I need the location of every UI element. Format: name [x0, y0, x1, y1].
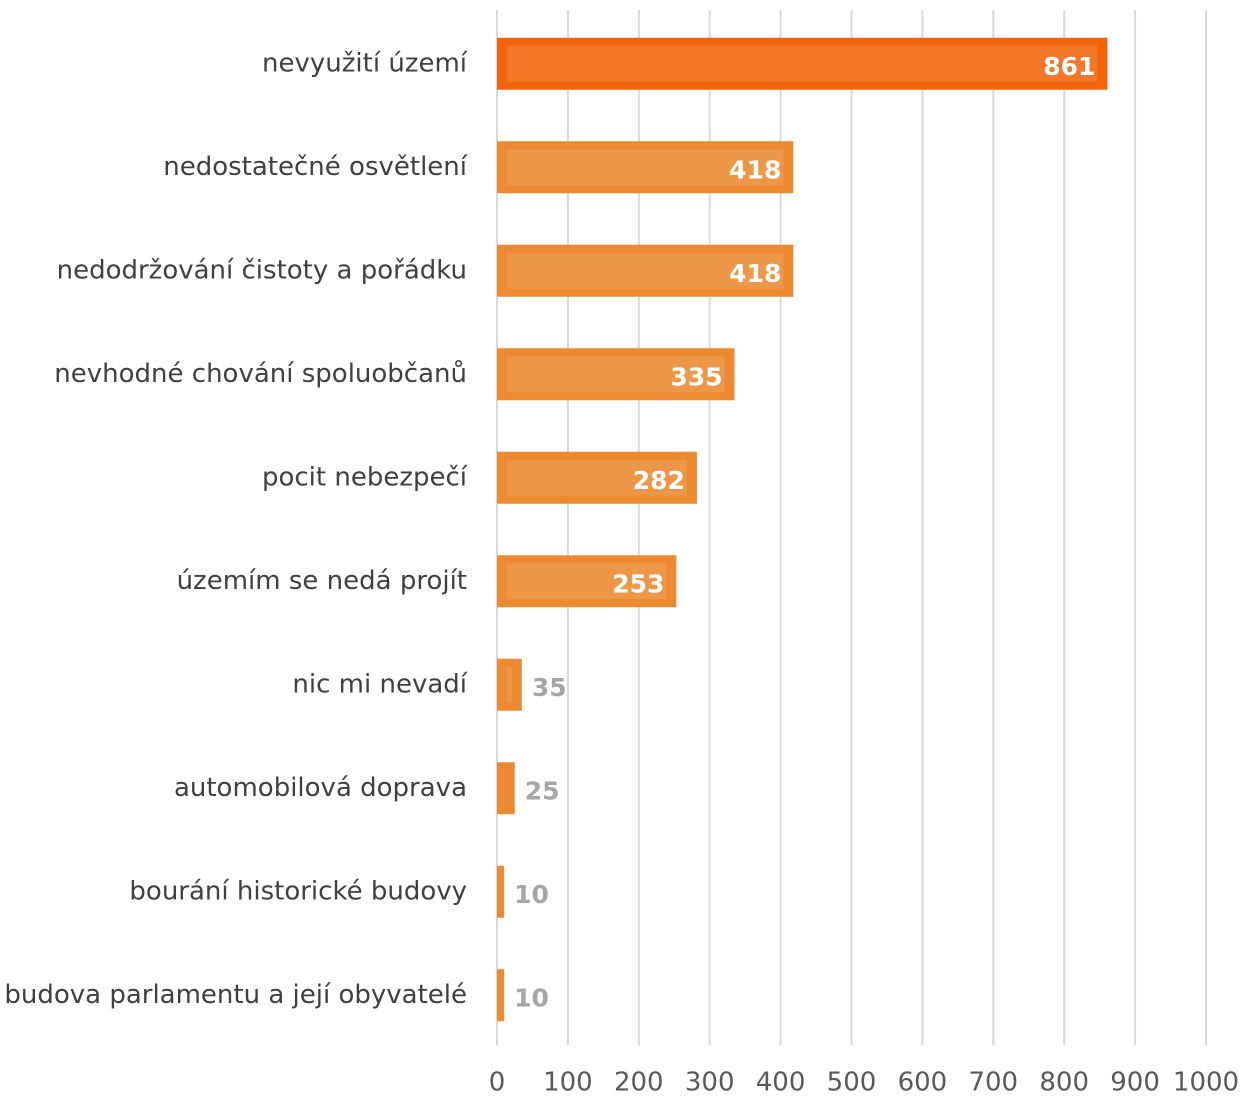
y-tick-label: územím se nedá projít [177, 566, 467, 596]
x-tick-label: 300 [685, 1068, 735, 1097]
bar [497, 969, 505, 1022]
y-tick-label: nevhodné chování spoluobčanů [54, 359, 467, 389]
data-label: 35 [532, 673, 567, 702]
bar-highlight [507, 252, 784, 289]
x-tick-label: 900 [1110, 1068, 1160, 1097]
data-label: 418 [729, 155, 781, 184]
y-tick-label: nedostatečné osvětlení [163, 152, 468, 182]
data-label: 10 [514, 983, 549, 1012]
bar-highlight [507, 356, 725, 393]
x-tick-label: 0 [489, 1068, 506, 1097]
x-tick-label: 600 [898, 1068, 948, 1097]
data-label: 282 [633, 466, 685, 495]
x-tick-label: 1000 [1173, 1068, 1239, 1097]
bar [497, 37, 1108, 90]
y-tick-label: nedodržování čistoty a pořádku [57, 255, 467, 285]
x-tick-label: 800 [1039, 1068, 1089, 1097]
y-tick-label: automobilová doprava [174, 773, 467, 803]
data-label: 861 [1043, 52, 1095, 81]
y-tick-label: budova parlamentu a její obyvatelé [4, 980, 467, 1010]
x-tick-label: 500 [827, 1068, 877, 1097]
bar [497, 658, 522, 711]
x-tick-label: 200 [614, 1068, 664, 1097]
y-tick-label: nevyužití území [262, 48, 468, 78]
x-tick-label: 100 [543, 1068, 593, 1097]
bar-highlight [507, 45, 1098, 82]
bar-highlight [507, 459, 687, 496]
data-label: 25 [525, 776, 560, 805]
bar-highlight [507, 563, 667, 600]
bar [497, 451, 697, 504]
data-label: 10 [514, 880, 549, 909]
x-tick-label: 400 [756, 1068, 806, 1097]
y-tick-label: nic mi nevadí [292, 669, 467, 699]
x-tick-label: 700 [968, 1068, 1018, 1097]
bar [497, 865, 505, 918]
y-tick-label: pocit nebezpečí [262, 462, 468, 492]
data-label: 253 [612, 569, 664, 598]
bar [497, 244, 794, 297]
bar [497, 555, 677, 608]
bar [497, 762, 515, 815]
y-tick-label: bourání historické budovy [129, 876, 467, 906]
bar [497, 348, 735, 401]
data-label: 335 [670, 362, 722, 391]
data-label: 418 [729, 259, 781, 288]
bar [497, 141, 794, 194]
bar-highlight [507, 149, 784, 186]
bar-highlight [507, 666, 512, 703]
